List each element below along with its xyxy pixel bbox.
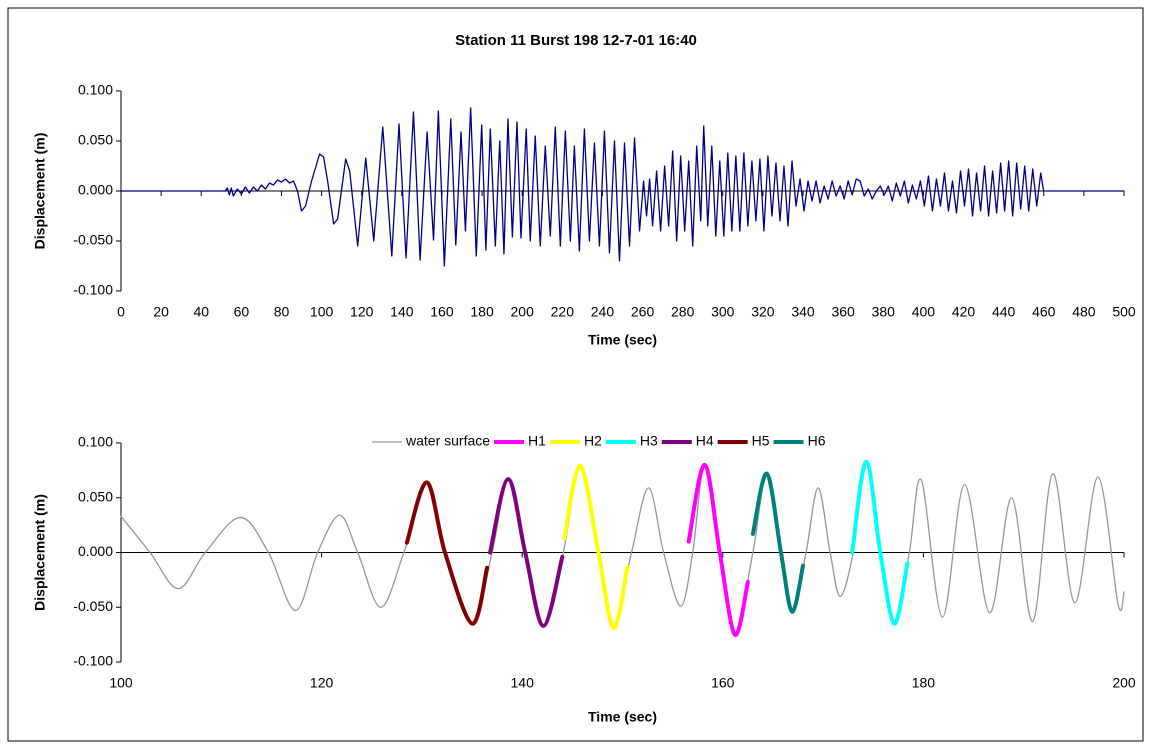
x-tick-label: 100 — [310, 304, 334, 320]
x-tick-label: 440 — [992, 304, 1016, 320]
x-tick-label: 200 — [511, 304, 535, 320]
x-tick-label: 220 — [551, 304, 575, 320]
y-tick-label: 0.050 — [78, 132, 113, 148]
y-axis-label: Displacement (m) — [32, 133, 48, 250]
series-line — [120, 107, 1125, 267]
y-tick-label: -0.100 — [73, 282, 113, 298]
x-tick-label: 380 — [872, 304, 896, 320]
series-line — [850, 459, 910, 626]
legend-label: H6 — [808, 433, 826, 449]
x-tick-label: 260 — [631, 304, 655, 320]
y-tick-label: 0.100 — [78, 82, 113, 98]
legend-label: H3 — [640, 433, 658, 449]
series-line — [562, 463, 630, 631]
x-tick-label: 120 — [310, 675, 334, 691]
y-tick-label: -0.050 — [73, 232, 113, 248]
legend-label: H4 — [696, 433, 714, 449]
series-line — [404, 480, 490, 626]
y-tick-label: -0.050 — [73, 598, 113, 614]
y-tick-label: 0.000 — [78, 182, 113, 198]
x-tick-label: 400 — [912, 304, 936, 320]
x-tick-label: 140 — [511, 675, 535, 691]
x-tick-label: 300 — [711, 304, 735, 320]
x-tick-label: 140 — [390, 304, 414, 320]
series-line — [750, 471, 806, 614]
x-tick-label: 460 — [1032, 304, 1056, 320]
x-tick-label: 60 — [234, 304, 250, 320]
x-tick-label: 320 — [751, 304, 775, 320]
y-tick-label: -0.100 — [73, 653, 113, 669]
y-tick-label: 0.000 — [78, 543, 113, 559]
x-tick-label: 420 — [952, 304, 976, 320]
x-tick-label: 160 — [430, 304, 454, 320]
legend-label: H1 — [528, 433, 546, 449]
chart-title: Station 11 Burst 198 12-7-01 16:40 — [455, 32, 697, 49]
x-tick-label: 360 — [831, 304, 855, 320]
y-tick-label: 0.100 — [78, 434, 113, 450]
x-tick-label: 500 — [1112, 304, 1136, 320]
legend-label: H2 — [584, 433, 602, 449]
x-tick-label: 40 — [193, 304, 209, 320]
series-line — [686, 462, 750, 637]
x-tick-label: 80 — [274, 304, 290, 320]
x-tick-label: 280 — [671, 304, 695, 320]
series-line — [488, 477, 565, 628]
x-tick-label: 100 — [109, 675, 133, 691]
y-axis-label: Displacement (m) — [32, 494, 48, 611]
legend-label: H5 — [752, 433, 770, 449]
x-axis-label: Time (sec) — [588, 709, 657, 725]
x-tick-label: 180 — [912, 675, 936, 691]
x-tick-label: 340 — [791, 304, 815, 320]
x-tick-label: 160 — [711, 675, 735, 691]
x-tick-label: 200 — [1112, 675, 1136, 691]
x-tick-label: 480 — [1072, 304, 1096, 320]
legend-label: water surface — [405, 433, 490, 449]
x-tick-label: 180 — [470, 304, 494, 320]
y-tick-label: 0.050 — [78, 488, 113, 504]
x-tick-label: 20 — [153, 304, 169, 320]
x-tick-label: 120 — [350, 304, 374, 320]
x-tick-label: 0 — [117, 304, 125, 320]
x-axis-label: Time (sec) — [588, 332, 657, 348]
x-tick-label: 240 — [591, 304, 615, 320]
chart-border — [7, 7, 1144, 742]
